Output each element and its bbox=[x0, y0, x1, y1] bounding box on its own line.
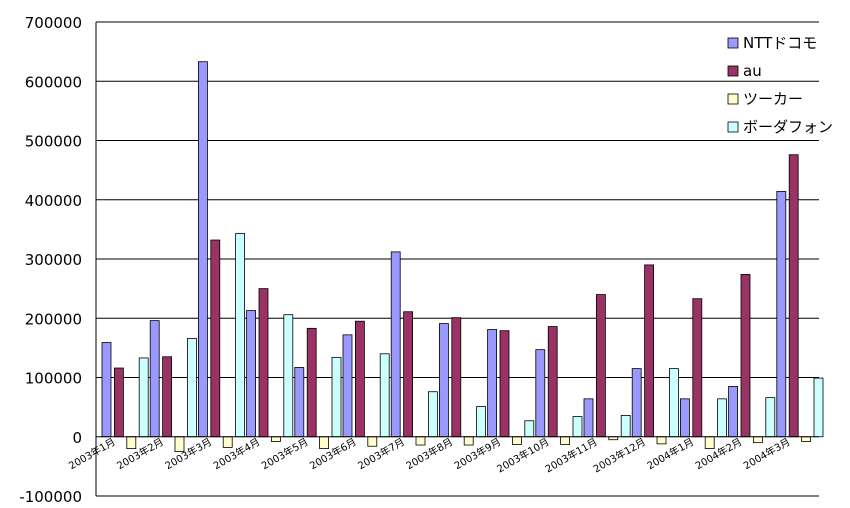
bar bbox=[680, 398, 690, 438]
x-tick-label: 2003年11月 bbox=[543, 435, 600, 475]
bar bbox=[319, 436, 330, 450]
bar bbox=[753, 436, 763, 444]
bar bbox=[717, 398, 727, 438]
bar bbox=[704, 436, 715, 450]
y-tick-label: -100000 bbox=[19, 488, 82, 506]
bar bbox=[367, 436, 378, 447]
x-tick-label: 2003年7月 bbox=[355, 435, 406, 472]
bar bbox=[235, 233, 246, 438]
bar bbox=[138, 357, 149, 438]
bar bbox=[306, 327, 317, 438]
legend-label: ツーカー bbox=[743, 90, 803, 108]
bar bbox=[354, 320, 365, 438]
bar bbox=[258, 288, 269, 438]
bar bbox=[427, 391, 438, 438]
legend-label: ボーダフォン bbox=[743, 118, 833, 136]
bar bbox=[620, 415, 631, 438]
legend-label: NTTドコモ bbox=[743, 34, 817, 52]
bar bbox=[487, 329, 498, 438]
bar bbox=[222, 436, 233, 448]
bar bbox=[535, 349, 546, 438]
bar bbox=[342, 334, 353, 438]
bar bbox=[114, 367, 124, 438]
y-tick-label: 100000 bbox=[25, 370, 82, 388]
x-tick-label: 2003年10月 bbox=[495, 435, 552, 475]
bar bbox=[560, 436, 570, 445]
legend-swatch bbox=[727, 65, 739, 77]
bar bbox=[101, 342, 112, 438]
bar bbox=[246, 310, 257, 438]
bar bbox=[270, 436, 281, 442]
bars bbox=[101, 61, 824, 452]
y-tick-labels: -100000 0 100000 200000 300000 400000 500000 60… bbox=[19, 14, 82, 506]
bar bbox=[644, 264, 654, 438]
bar bbox=[294, 367, 305, 438]
y-tick-label: 0 bbox=[72, 429, 82, 447]
bar bbox=[210, 239, 221, 438]
y-tick-label: 300000 bbox=[25, 251, 82, 269]
bar bbox=[765, 397, 776, 438]
x-tick-label: 2003年8月 bbox=[404, 435, 455, 472]
bar bbox=[162, 356, 173, 438]
y-tick-label: 700000 bbox=[25, 14, 82, 32]
legend-label: au bbox=[743, 62, 762, 80]
bar bbox=[583, 398, 594, 438]
bar bbox=[740, 274, 751, 438]
bar bbox=[415, 436, 426, 446]
bar bbox=[283, 314, 294, 438]
bar bbox=[390, 251, 401, 438]
x-tick-label: 2004年2月 bbox=[693, 435, 744, 472]
bar bbox=[692, 298, 703, 438]
bar bbox=[379, 353, 390, 438]
bar bbox=[813, 377, 824, 438]
y-tick-label: 200000 bbox=[25, 310, 82, 328]
x-tick-label: 2003年5月 bbox=[259, 435, 310, 472]
y-tick-label: 400000 bbox=[25, 192, 82, 210]
bar bbox=[463, 436, 474, 446]
bar bbox=[403, 311, 414, 438]
x-tick-label: 2003年4月 bbox=[211, 435, 262, 472]
bar bbox=[596, 294, 606, 438]
x-tick-label: 2003年3月 bbox=[163, 435, 214, 472]
bar bbox=[656, 436, 667, 445]
bar bbox=[149, 320, 160, 438]
bar bbox=[186, 337, 197, 438]
bar bbox=[438, 323, 449, 438]
x-tick-label: 2003年6月 bbox=[307, 435, 358, 472]
bar bbox=[776, 191, 787, 438]
bar bbox=[572, 416, 583, 438]
bar bbox=[126, 436, 137, 450]
bar bbox=[512, 436, 522, 445]
x-tick-label: 2003年2月 bbox=[114, 435, 165, 472]
bar bbox=[669, 368, 679, 438]
x-tick-label: 2004年1月 bbox=[645, 435, 696, 472]
bar bbox=[499, 330, 510, 438]
x-tick-label: 2004年3月 bbox=[741, 435, 792, 472]
y-tick-label: 500000 bbox=[25, 133, 82, 151]
legend-swatch bbox=[727, 121, 739, 133]
bar bbox=[174, 436, 185, 452]
legend-swatch bbox=[727, 93, 739, 105]
y-tick-label: 600000 bbox=[25, 73, 82, 91]
bar bbox=[547, 326, 558, 438]
bar bbox=[801, 436, 811, 442]
bar bbox=[728, 385, 738, 438]
axes bbox=[95, 22, 819, 496]
x-tick-label: 2003年12月 bbox=[591, 435, 648, 475]
legend-swatch bbox=[727, 37, 739, 49]
bar bbox=[476, 406, 487, 438]
bar bbox=[788, 154, 799, 438]
bar bbox=[451, 317, 462, 438]
bar bbox=[631, 368, 642, 438]
bar bbox=[331, 356, 342, 438]
bar bbox=[524, 420, 535, 438]
bar bbox=[197, 61, 208, 438]
